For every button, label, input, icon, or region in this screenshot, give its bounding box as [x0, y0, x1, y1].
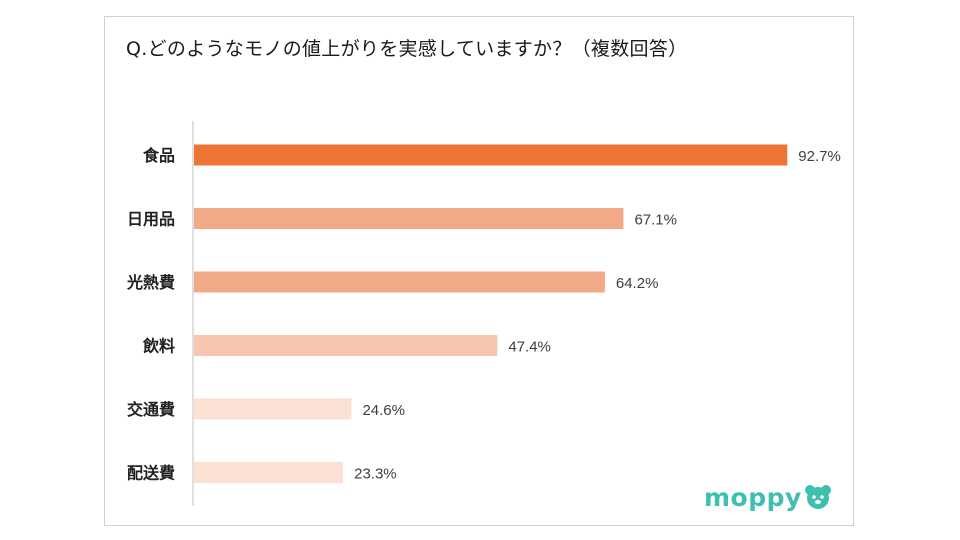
category-label: 飲料 [142, 337, 175, 356]
bar-0 [194, 144, 788, 166]
bar-2 [194, 271, 605, 293]
category-label: 配送費 [127, 464, 175, 483]
value-label: 24.6% [362, 402, 405, 419]
moppy-logo: moppy [704, 480, 834, 514]
value-label: 64.2% [616, 275, 659, 292]
category-label: 光熱費 [126, 273, 175, 292]
bar-3 [194, 335, 498, 356]
chart-title: Q.どのようなモノの値上がりを実感していますか？（複数回答） [126, 38, 688, 60]
chart-card [104, 16, 854, 526]
value-label: 92.7% [798, 148, 841, 165]
bar-4 [194, 398, 352, 420]
category-label: 日用品 [127, 210, 175, 229]
mascot-icon [804, 485, 831, 509]
value-label: 67.1% [634, 212, 677, 229]
bar-1 [194, 208, 624, 229]
value-label: 47.4% [508, 339, 551, 356]
value-label: 23.3% [354, 466, 397, 483]
bar-5 [194, 462, 344, 483]
category-label: 食品 [142, 146, 175, 165]
category-label: 交通費 [127, 400, 175, 419]
logo-text: moppy [704, 482, 802, 512]
